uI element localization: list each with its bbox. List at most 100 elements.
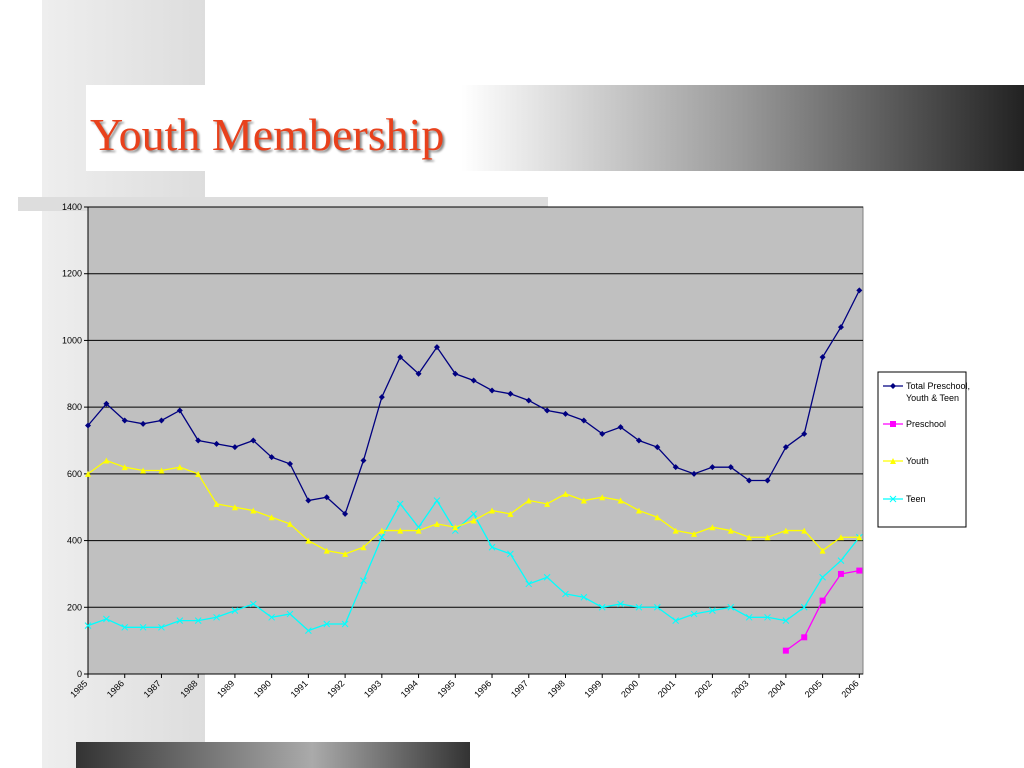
y-tick-label: 400 xyxy=(67,536,82,546)
marker xyxy=(305,537,312,544)
marker xyxy=(635,437,642,444)
x-tick-label: 1987 xyxy=(142,678,163,699)
x-tick-label: 2006 xyxy=(840,678,861,699)
x-tick-label: 1996 xyxy=(472,678,493,699)
marker xyxy=(287,460,294,467)
marker xyxy=(856,534,863,541)
marker xyxy=(470,510,478,518)
marker xyxy=(213,613,220,621)
marker xyxy=(121,623,129,631)
marker xyxy=(672,464,679,471)
marker xyxy=(837,324,844,331)
marker xyxy=(323,494,330,501)
marker xyxy=(800,603,808,611)
marker xyxy=(250,437,257,444)
marker xyxy=(801,430,808,437)
marker xyxy=(709,607,716,614)
marker xyxy=(598,603,606,611)
marker xyxy=(213,440,220,447)
marker xyxy=(764,613,771,621)
plot-area xyxy=(87,206,864,675)
marker xyxy=(268,514,275,521)
marker xyxy=(562,490,569,497)
y-tick-label: 200 xyxy=(67,602,82,612)
marker xyxy=(837,557,845,564)
x-tick-label: 1998 xyxy=(546,678,567,699)
x-tick-label: 1999 xyxy=(582,678,603,699)
marker xyxy=(691,530,698,537)
marker xyxy=(140,420,147,427)
marker xyxy=(837,570,844,577)
marker xyxy=(745,613,753,621)
marker xyxy=(249,600,257,608)
slide-title: Youth Membership xyxy=(90,109,445,160)
marker xyxy=(378,533,386,541)
legend-label: Preschool xyxy=(906,419,946,429)
marker xyxy=(746,534,753,541)
marker xyxy=(194,617,202,624)
marker xyxy=(544,407,551,414)
x-tick-label: 1991 xyxy=(289,678,310,699)
y-tick-label: 0 xyxy=(77,669,82,679)
marker xyxy=(103,615,110,623)
marker xyxy=(890,421,896,427)
x-tick-label: 2000 xyxy=(619,678,640,699)
marker xyxy=(433,520,440,527)
marker xyxy=(782,527,789,534)
y-tick-label: 600 xyxy=(67,469,82,479)
marker xyxy=(103,457,110,464)
marker xyxy=(231,444,238,451)
marker xyxy=(176,407,183,414)
marker xyxy=(231,607,239,614)
marker xyxy=(890,458,896,464)
marker xyxy=(342,550,349,557)
legend-box xyxy=(877,371,967,528)
marker xyxy=(85,470,91,477)
x-tick-label: 2002 xyxy=(693,678,714,699)
marker xyxy=(801,634,808,641)
marker xyxy=(268,613,276,621)
marker xyxy=(819,547,826,554)
marker xyxy=(195,437,202,444)
marker xyxy=(323,620,331,628)
marker xyxy=(470,517,477,524)
marker xyxy=(360,544,367,551)
marker xyxy=(507,390,514,397)
marker xyxy=(268,454,275,461)
x-tick-label: 1994 xyxy=(399,678,420,699)
marker xyxy=(727,464,734,471)
marker xyxy=(690,610,698,618)
marker xyxy=(801,527,808,534)
marker xyxy=(580,417,587,424)
marker xyxy=(819,573,826,581)
legend-label-line: Youth & Teen xyxy=(906,393,959,403)
marker xyxy=(672,617,680,624)
legend-label: Total Preschool, Youth & Teen xyxy=(906,381,970,403)
marker xyxy=(654,444,661,451)
marker xyxy=(158,467,165,474)
marker xyxy=(158,623,165,631)
x-tick-label: 1990 xyxy=(252,678,273,699)
marker xyxy=(488,543,496,551)
marker xyxy=(856,567,863,574)
marker xyxy=(176,617,184,624)
marker xyxy=(397,354,404,361)
marker xyxy=(121,464,128,471)
marker xyxy=(360,577,367,584)
y-tick-label: 1400 xyxy=(62,202,82,212)
legend-label: Youth xyxy=(906,456,929,466)
marker xyxy=(433,497,441,504)
marker xyxy=(654,514,661,521)
x-tick-label: 2004 xyxy=(766,678,787,699)
marker xyxy=(653,603,661,611)
marker xyxy=(709,524,716,531)
marker xyxy=(452,370,459,377)
marker xyxy=(158,417,165,424)
y-tick-label: 1200 xyxy=(62,269,82,279)
marker xyxy=(341,620,349,628)
marker xyxy=(489,507,496,514)
marker xyxy=(525,580,533,588)
x-tick-label: 1985 xyxy=(68,678,89,699)
